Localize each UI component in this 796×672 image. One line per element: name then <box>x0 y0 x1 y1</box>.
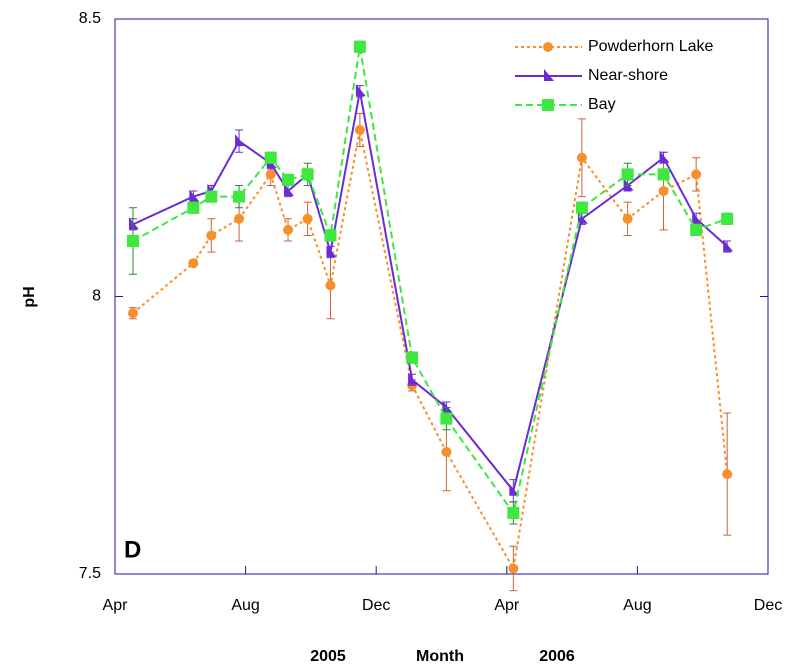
marker <box>325 280 336 291</box>
series-line <box>132 46 728 516</box>
marker <box>442 400 453 413</box>
x-axis-label: Month <box>416 648 464 665</box>
marker <box>324 229 337 242</box>
marker <box>722 469 733 480</box>
marker <box>128 217 139 230</box>
marker <box>575 201 588 214</box>
marker <box>265 169 276 180</box>
x-tick-label: Dec <box>754 597 782 614</box>
marker <box>189 189 200 202</box>
y-tick-label: 8 <box>92 288 101 305</box>
legend-label: Bay <box>588 96 616 113</box>
legend-label: Near-shore <box>588 67 668 84</box>
marker <box>355 84 366 97</box>
marker <box>509 483 520 496</box>
y-axis-label: pH <box>21 286 38 307</box>
marker <box>282 173 295 186</box>
marker <box>326 245 337 258</box>
marker <box>406 351 419 364</box>
x-tick-label: Apr <box>103 597 129 614</box>
y-tick-label: 7.5 <box>79 565 101 582</box>
marker <box>692 211 703 224</box>
series-line <box>132 129 729 572</box>
marker <box>508 563 519 574</box>
x-tick-label: Aug <box>231 597 259 614</box>
marker <box>206 230 217 241</box>
marker <box>721 212 734 225</box>
marker <box>623 178 634 191</box>
marker <box>235 134 246 147</box>
x-tick-label: Apr <box>494 597 520 614</box>
legend-marker <box>544 69 554 81</box>
marker <box>353 40 366 53</box>
x-tick-label: Dec <box>362 597 390 614</box>
marker <box>408 372 419 385</box>
marker <box>621 168 634 181</box>
marker <box>657 168 670 181</box>
marker <box>723 239 734 252</box>
marker <box>234 213 245 224</box>
marker <box>658 186 669 197</box>
marker <box>127 308 138 319</box>
marker <box>576 152 587 163</box>
legend-marker <box>543 42 553 52</box>
series-line <box>132 90 728 493</box>
marker <box>507 506 520 519</box>
marker <box>284 184 295 197</box>
legend-marker <box>542 99 554 111</box>
marker <box>622 213 633 224</box>
marker <box>188 258 199 269</box>
legend-label: Powderhorn Lake <box>588 38 714 55</box>
marker <box>187 201 200 214</box>
year-label: 2006 <box>539 648 575 665</box>
panel-label: D <box>124 536 141 563</box>
plot-frame <box>114 18 769 575</box>
marker <box>441 446 452 457</box>
marker <box>301 168 314 181</box>
marker <box>126 235 139 247</box>
marker <box>233 190 246 203</box>
marker <box>283 224 294 235</box>
marker <box>659 150 670 163</box>
marker <box>264 151 277 164</box>
marker <box>690 223 703 236</box>
marker <box>302 213 313 224</box>
marker <box>205 190 218 203</box>
x-tick-label: Aug <box>623 597 651 614</box>
marker <box>354 125 365 135</box>
marker <box>691 169 702 180</box>
y-tick-label: 8.5 <box>79 10 101 27</box>
marker <box>440 412 453 425</box>
year-label: 2005 <box>310 648 346 665</box>
